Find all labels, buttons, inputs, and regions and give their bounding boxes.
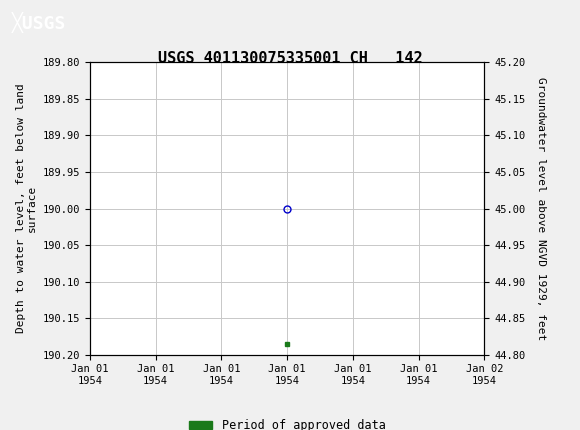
Legend: Period of approved data: Period of approved data	[184, 414, 390, 430]
Y-axis label: Depth to water level, feet below land
surface: Depth to water level, feet below land su…	[16, 84, 37, 333]
Y-axis label: Groundwater level above NGVD 1929, feet: Groundwater level above NGVD 1929, feet	[536, 77, 546, 340]
Text: USGS 401130075335001 CH   142: USGS 401130075335001 CH 142	[158, 51, 422, 65]
Text: ╳USGS: ╳USGS	[12, 12, 66, 33]
